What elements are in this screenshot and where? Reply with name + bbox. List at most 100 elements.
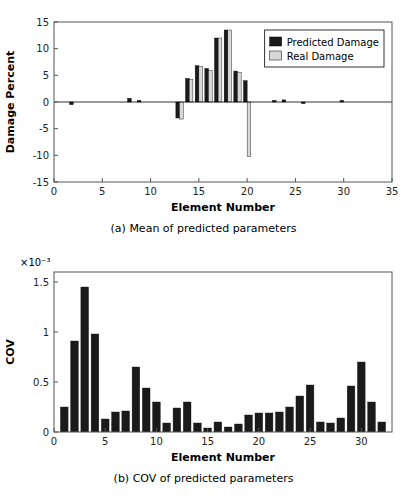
y-tick <box>54 332 58 333</box>
x-tick-label: 20 <box>241 186 254 197</box>
bar <box>91 334 99 432</box>
x-tick <box>258 428 259 432</box>
x-tick <box>156 428 157 432</box>
x-tick-label: 10 <box>150 436 163 447</box>
x-tick-label: 0 <box>51 186 57 197</box>
x-tick-label: 25 <box>289 186 302 197</box>
y-tick-label: 5 <box>43 70 49 81</box>
bars <box>60 287 385 432</box>
bar <box>214 422 222 432</box>
y-tick <box>54 382 58 383</box>
bar <box>247 102 251 156</box>
bar <box>176 102 180 118</box>
x-tick-label: 15 <box>201 436 214 447</box>
bar <box>153 402 161 432</box>
x-tick <box>105 428 106 432</box>
x-tick-label: 5 <box>102 436 108 447</box>
bar <box>218 38 222 102</box>
bar <box>316 422 324 432</box>
plot-frame <box>54 22 392 182</box>
y-tick-label: 1 <box>43 327 49 338</box>
x-tick <box>150 178 151 182</box>
caption: (b) COV of predicted parameters <box>114 472 294 485</box>
x-tick <box>310 428 311 432</box>
legend-label: Predicted Damage <box>287 37 379 48</box>
bar <box>71 341 79 432</box>
legend-frame <box>265 30 384 67</box>
bar <box>205 68 209 102</box>
y-tick-label: 10 <box>36 43 49 54</box>
bar <box>186 79 190 102</box>
bar <box>132 367 140 432</box>
y-tick-label: -15 <box>33 177 49 188</box>
x-tick <box>343 178 344 182</box>
x-tick-label: 35 <box>386 186 399 197</box>
bar <box>296 396 304 432</box>
x-tick <box>295 178 296 182</box>
y-tick <box>54 75 58 76</box>
x-tick <box>361 428 362 432</box>
chart-panel: -15-10-505101505101520253035Element Numb… <box>4 17 398 236</box>
bar <box>306 385 314 432</box>
x-axis-label: Element Number <box>171 201 275 214</box>
y-tick-label: 15 <box>36 17 49 28</box>
x-tick-label: 20 <box>252 436 265 447</box>
x-axis-label: Element Number <box>171 451 275 464</box>
y-tick <box>54 155 58 156</box>
bar <box>180 102 184 119</box>
bar <box>224 30 228 102</box>
y-tick <box>54 432 58 433</box>
bar <box>112 412 120 432</box>
chart-panel: 00.511.5051015202530Element NumberCOV(b)… <box>4 257 392 485</box>
x-tick <box>198 178 199 182</box>
bar <box>60 407 68 432</box>
x-tick-label: 5 <box>99 186 105 197</box>
bar <box>368 402 376 432</box>
y-axis-label: COV <box>4 339 17 365</box>
caption: (a) Mean of predicted parameters <box>111 222 297 235</box>
bar <box>234 71 238 102</box>
y-tick-label: -5 <box>39 123 49 134</box>
bar <box>275 412 283 432</box>
x-tick <box>54 428 55 432</box>
figure: -15-10-505101505101520253035Element Numb… <box>0 0 407 500</box>
bar <box>265 413 273 432</box>
x-tick <box>207 428 208 432</box>
y-tick-label: 0 <box>43 427 49 438</box>
bar <box>286 407 294 432</box>
plot-frame <box>54 272 392 432</box>
legend-swatch <box>270 37 282 46</box>
bar <box>237 72 241 102</box>
bar <box>195 66 199 102</box>
y-tick <box>54 282 58 283</box>
bar <box>347 386 355 432</box>
legend-swatch <box>270 51 282 60</box>
y-tick <box>54 48 58 49</box>
zero-line <box>54 102 392 103</box>
bar <box>199 66 203 102</box>
bar <box>357 362 365 432</box>
bar <box>183 402 191 432</box>
bar <box>378 422 386 432</box>
bar <box>163 423 171 432</box>
x-tick-label: 15 <box>192 186 205 197</box>
bar <box>228 30 232 102</box>
bar <box>194 423 202 432</box>
bar <box>255 413 263 432</box>
x-tick-label: 30 <box>337 186 350 197</box>
bar <box>245 415 253 432</box>
y-tick-label: 0 <box>43 97 49 108</box>
x-tick <box>54 178 55 182</box>
x-tick-label: 30 <box>355 436 368 447</box>
bar <box>173 408 181 432</box>
legend: Predicted Damage Real Damage <box>265 30 384 67</box>
y-tick-label: 1.5 <box>33 277 49 288</box>
bar <box>209 71 213 102</box>
bar <box>243 81 247 102</box>
bar <box>122 411 130 432</box>
y-tick <box>54 182 58 183</box>
bar <box>327 423 335 432</box>
y-tick-label: -10 <box>33 150 49 161</box>
legend-label: Real Damage <box>287 51 354 62</box>
y-tick <box>54 102 58 103</box>
